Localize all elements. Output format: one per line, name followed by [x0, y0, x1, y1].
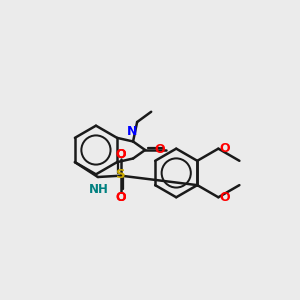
- Text: O: O: [219, 191, 230, 204]
- Text: NH: NH: [88, 183, 108, 196]
- Text: O: O: [115, 148, 126, 160]
- Text: S: S: [116, 168, 126, 182]
- Text: N: N: [127, 125, 138, 138]
- Text: O: O: [219, 142, 230, 155]
- Text: O: O: [115, 191, 126, 204]
- Text: O: O: [154, 143, 165, 156]
- Text: O: O: [116, 148, 126, 160]
- Text: O: O: [116, 191, 126, 204]
